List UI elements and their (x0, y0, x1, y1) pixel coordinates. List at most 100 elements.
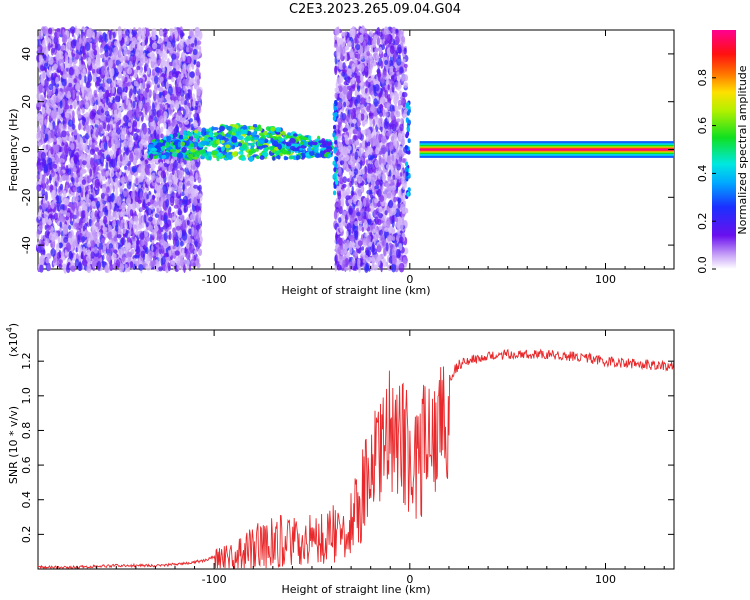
noise-speck (190, 186, 195, 195)
noise-speck (67, 79, 71, 84)
band-blob (177, 141, 181, 148)
noise-speck (139, 238, 143, 248)
noise-speck (121, 208, 126, 217)
noise-speck (174, 250, 180, 256)
noise-speck (161, 50, 165, 60)
noise-speck (131, 190, 136, 200)
noise-speck (185, 106, 188, 116)
noise-speck (60, 63, 64, 72)
noise-speck (195, 102, 199, 111)
noise-speck (63, 144, 70, 154)
noise-speck (82, 45, 86, 56)
noise-speck (102, 245, 107, 251)
noise-speck (163, 252, 169, 258)
noise-speck (53, 144, 59, 154)
noise-speck (134, 254, 140, 259)
noise-speck (192, 93, 196, 100)
noise-speck (189, 176, 194, 185)
noise-speck (37, 46, 41, 55)
noise-speck (81, 116, 86, 126)
noise-speck (177, 170, 183, 179)
noise-speck (45, 191, 48, 201)
noise-speck (177, 164, 182, 169)
noise-speck (182, 78, 187, 85)
noise-speck (95, 61, 101, 69)
noise-speck (144, 229, 149, 238)
noise-speck (140, 139, 145, 146)
noise-speck (158, 67, 162, 74)
noise-speck (63, 210, 68, 217)
noise-speck (126, 134, 131, 142)
noise-speck (65, 164, 69, 174)
noise-speck (153, 129, 157, 139)
noise-speck (149, 126, 154, 131)
noise-speck (128, 45, 134, 51)
noise-speck (145, 246, 149, 255)
noise-speck (45, 133, 49, 142)
noise-speck (85, 198, 92, 207)
noise-speck (122, 62, 127, 69)
noise-speck (43, 166, 48, 174)
noise-speck (132, 223, 136, 231)
noise-speck (98, 86, 104, 91)
noise-speck (99, 165, 104, 170)
noise-speck (193, 249, 198, 255)
noise-speck (72, 110, 75, 119)
noise-speck (166, 41, 172, 51)
noise-speck (81, 210, 84, 220)
noise-speck (110, 137, 114, 147)
noise-speck (101, 65, 107, 76)
noise-speck (37, 38, 41, 48)
noise-speck (173, 183, 177, 189)
noise-speck (171, 53, 177, 60)
noise-speck (193, 184, 199, 189)
noise-speck (135, 112, 141, 119)
noise-speck (117, 63, 123, 74)
noise-speck (134, 150, 139, 156)
noise-speck (194, 112, 197, 118)
noise-speck (167, 86, 173, 96)
noise-speck (173, 204, 179, 209)
noise-speck (118, 263, 125, 273)
noise-speck (41, 124, 45, 133)
noise-speck (121, 236, 125, 246)
noise-speck (155, 248, 159, 258)
noise-speck (158, 266, 164, 272)
noise-speck (63, 123, 67, 128)
noise-speck (79, 136, 82, 144)
noise-speck (73, 128, 78, 136)
noise-speck (119, 110, 122, 118)
noise-speck (181, 220, 187, 229)
noise-speck (75, 53, 79, 60)
noise-speck (156, 104, 160, 111)
noise-speck (93, 49, 98, 56)
noise-speck (163, 122, 167, 129)
noise-speck (77, 262, 83, 272)
noise-speck (190, 36, 195, 43)
noise-speck (134, 196, 141, 203)
noise-speck (139, 143, 144, 150)
noise-speck (70, 158, 75, 169)
noise-speck (53, 257, 56, 264)
noise-speck (122, 83, 127, 88)
noise-speck (140, 57, 144, 66)
noise-speck (177, 208, 182, 216)
noise-speck (64, 52, 68, 58)
noise-speck (127, 194, 131, 204)
noise-speck (152, 217, 156, 225)
noise-speck (60, 170, 63, 176)
noise-speck (185, 251, 191, 260)
noise-speck (148, 208, 152, 215)
noise-speck (132, 119, 138, 127)
noise-speck (157, 59, 161, 66)
noise-speck (197, 184, 202, 192)
noise-speck (126, 251, 132, 257)
noise-speck (133, 132, 139, 141)
noise-speck (93, 246, 98, 254)
noise-speck (101, 187, 106, 194)
noise-speck (139, 191, 143, 200)
noise-speck (149, 204, 155, 210)
noise-speck (135, 187, 139, 192)
noise-speck (82, 225, 86, 232)
